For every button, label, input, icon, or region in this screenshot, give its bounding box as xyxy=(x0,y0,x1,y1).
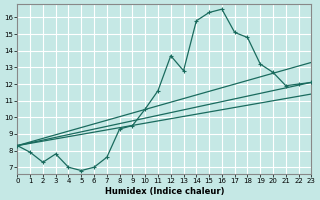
X-axis label: Humidex (Indice chaleur): Humidex (Indice chaleur) xyxy=(105,187,224,196)
